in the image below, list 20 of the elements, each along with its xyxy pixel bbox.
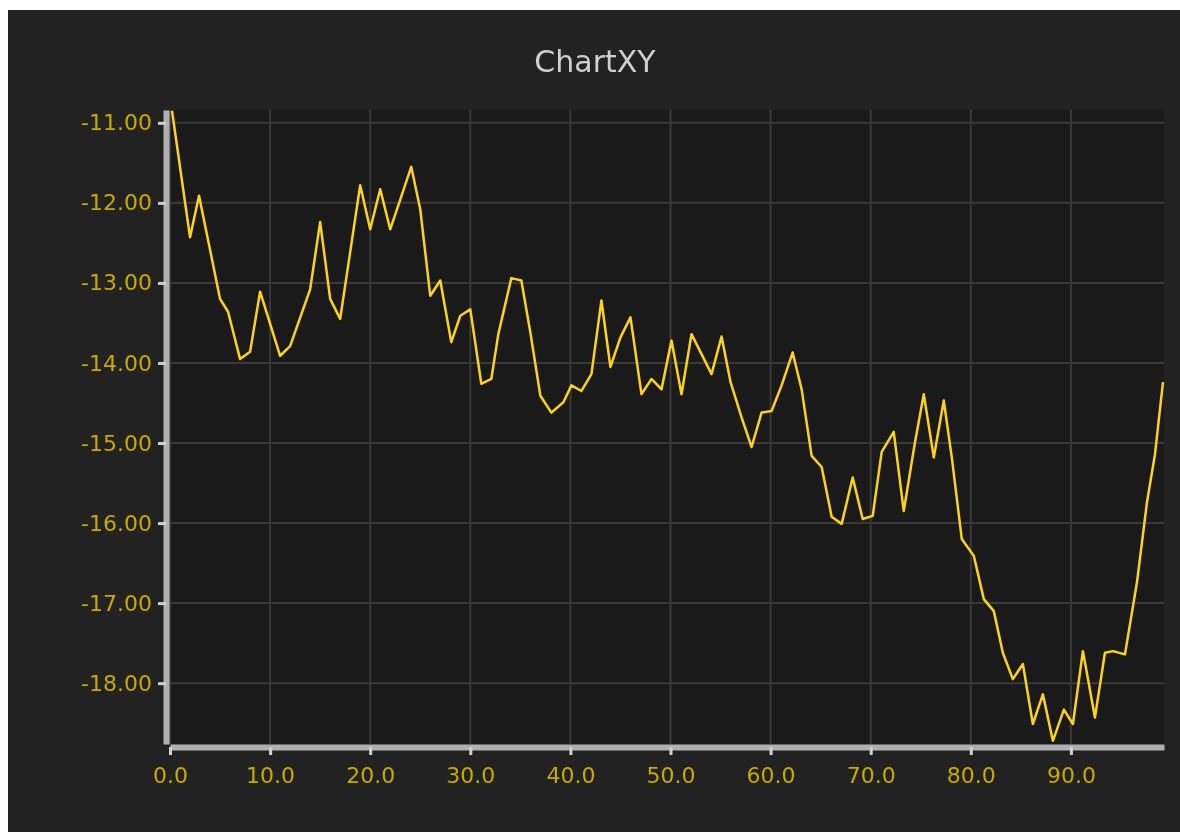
y-tick-label: -14.00 [81, 350, 152, 376]
x-tick-label: 30.0 [446, 762, 496, 788]
x-tick-label: 10.0 [246, 762, 296, 788]
y-tick-label: -15.00 [81, 430, 152, 456]
y-tick-label: -13.00 [81, 270, 152, 296]
y-tick-label: -11.00 [81, 110, 152, 136]
y-tick-label: -12.00 [81, 190, 152, 216]
x-tick-label: 60.0 [746, 762, 796, 788]
x-tick-label: 0.0 [153, 762, 188, 788]
y-tick-label: -17.00 [81, 590, 152, 616]
chart-title: ChartXY [534, 44, 657, 79]
x-tick-label: 90.0 [1046, 762, 1096, 788]
y-tick-label: -18.00 [81, 670, 152, 696]
x-tick-label: 70.0 [846, 762, 896, 788]
y-tick-label: -16.00 [81, 510, 152, 536]
line-series [170, 109, 1165, 743]
x-tick-label: 50.0 [646, 762, 696, 788]
x-tick-label: 20.0 [346, 762, 396, 788]
x-tick-label: 40.0 [546, 762, 596, 788]
x-tick-label: 80.0 [946, 762, 996, 788]
